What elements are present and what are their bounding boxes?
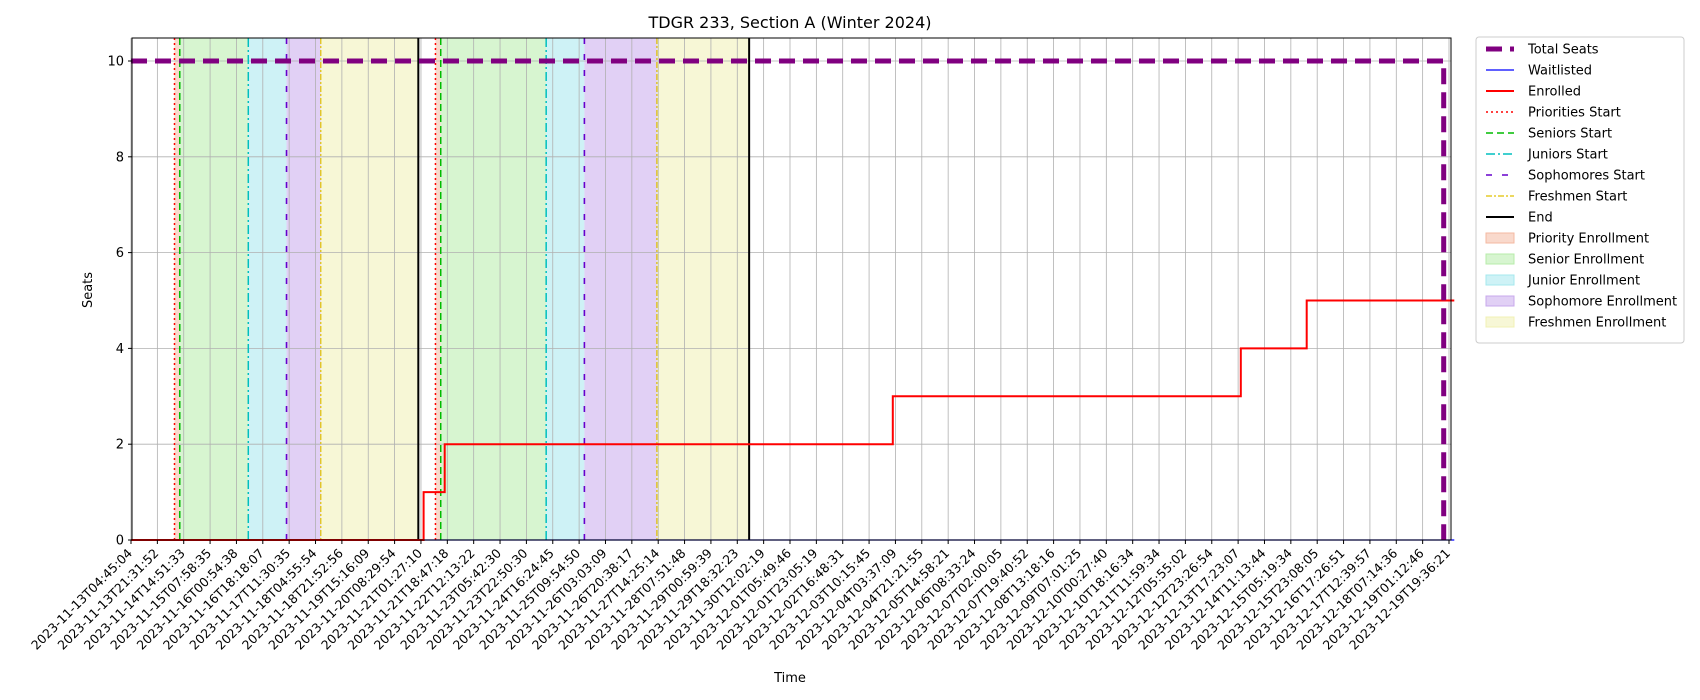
legend-item-priority-enrollment: Priority Enrollment bbox=[1485, 232, 1649, 247]
legend-item-juniors-start: Juniors Start bbox=[1486, 148, 1608, 163]
legend-item-sophomore-enrollment: Sophomore Enrollment bbox=[1485, 295, 1677, 310]
legend-item-junior-enrollment: Junior Enrollment bbox=[1485, 274, 1640, 289]
legend-item-freshmen-start: Freshmen Start bbox=[1486, 190, 1627, 205]
series-enrolled bbox=[131, 299, 1455, 541]
legend: Total Seats Waitlisted Enrolled Priorities … bbox=[1475, 36, 1685, 344]
span-junior-enrollment bbox=[248, 38, 287, 540]
span-sophomore-enrollment bbox=[286, 38, 321, 540]
legend-item-priorities-start: Priorities Start bbox=[1486, 106, 1621, 121]
plot-area: 02468102023-11-13T04:45:042023-11-13T21:… bbox=[28, 37, 1455, 653]
y-tick-label: 4 bbox=[116, 342, 124, 357]
legend-label: Enrolled bbox=[1528, 85, 1581, 100]
series-total-seats bbox=[131, 58, 1447, 540]
chart-title: TDGR 233, Section A (Winter 2024) bbox=[647, 13, 931, 32]
span-senior-enrollment bbox=[179, 38, 249, 540]
span-sophomore-enrollment bbox=[584, 38, 657, 540]
legend-label: Priority Enrollment bbox=[1528, 232, 1649, 247]
legend-label: Freshmen Start bbox=[1528, 190, 1627, 205]
legend-label: Waitlisted bbox=[1528, 64, 1592, 79]
legend-swatch bbox=[1485, 316, 1515, 328]
legend-swatch bbox=[1485, 253, 1515, 265]
span-freshmen-enrollment bbox=[656, 38, 750, 540]
legend-label: Priorities Start bbox=[1528, 106, 1621, 121]
legend-item-sophomores-start: Sophomores Start bbox=[1486, 169, 1645, 184]
span-priority-enrollment bbox=[435, 38, 441, 540]
span-priority-enrollment bbox=[174, 38, 180, 540]
legend-label: Junior Enrollment bbox=[1527, 274, 1640, 289]
legend-item-end: End bbox=[1486, 211, 1553, 226]
y-tick-label: 8 bbox=[116, 150, 124, 165]
legend-label: Seniors Start bbox=[1528, 127, 1612, 142]
legend-item-freshmen-enrollment: Freshmen Enrollment bbox=[1485, 316, 1666, 331]
legend-label: Sophomore Enrollment bbox=[1528, 295, 1677, 310]
legend-item-senior-enrollment: Senior Enrollment bbox=[1485, 253, 1644, 268]
legend-swatch bbox=[1485, 295, 1515, 307]
span-senior-enrollment bbox=[440, 38, 547, 540]
legend-box bbox=[1475, 36, 1685, 344]
legend-label: Total Seats bbox=[1527, 43, 1599, 58]
x-axis-label: Time bbox=[773, 671, 806, 686]
legend-label: Senior Enrollment bbox=[1528, 253, 1644, 268]
legend-item-enrolled: Enrolled bbox=[1486, 85, 1581, 100]
legend-swatch bbox=[1485, 232, 1515, 244]
plot-frame bbox=[131, 37, 1452, 541]
legend-label: Sophomores Start bbox=[1528, 169, 1645, 184]
legend-swatch bbox=[1485, 274, 1515, 286]
legend-label: Freshmen Enrollment bbox=[1528, 316, 1666, 331]
y-tick-label: 10 bbox=[107, 55, 124, 70]
y-tick-label: 2 bbox=[116, 438, 124, 453]
span-freshmen-enrollment bbox=[320, 38, 419, 540]
span-junior-enrollment bbox=[546, 38, 585, 540]
legend-label: Juniors Start bbox=[1527, 148, 1608, 163]
legend-item-total-seats: Total Seats bbox=[1486, 43, 1599, 58]
y-tick-label: 0 bbox=[116, 534, 124, 549]
legend-label: End bbox=[1528, 211, 1553, 226]
legend-item-waitlisted: Waitlisted bbox=[1486, 64, 1592, 79]
legend-item-seniors-start: Seniors Start bbox=[1486, 127, 1612, 142]
y-axis-label: Seats bbox=[81, 272, 96, 308]
y-tick-label: 6 bbox=[116, 246, 124, 261]
